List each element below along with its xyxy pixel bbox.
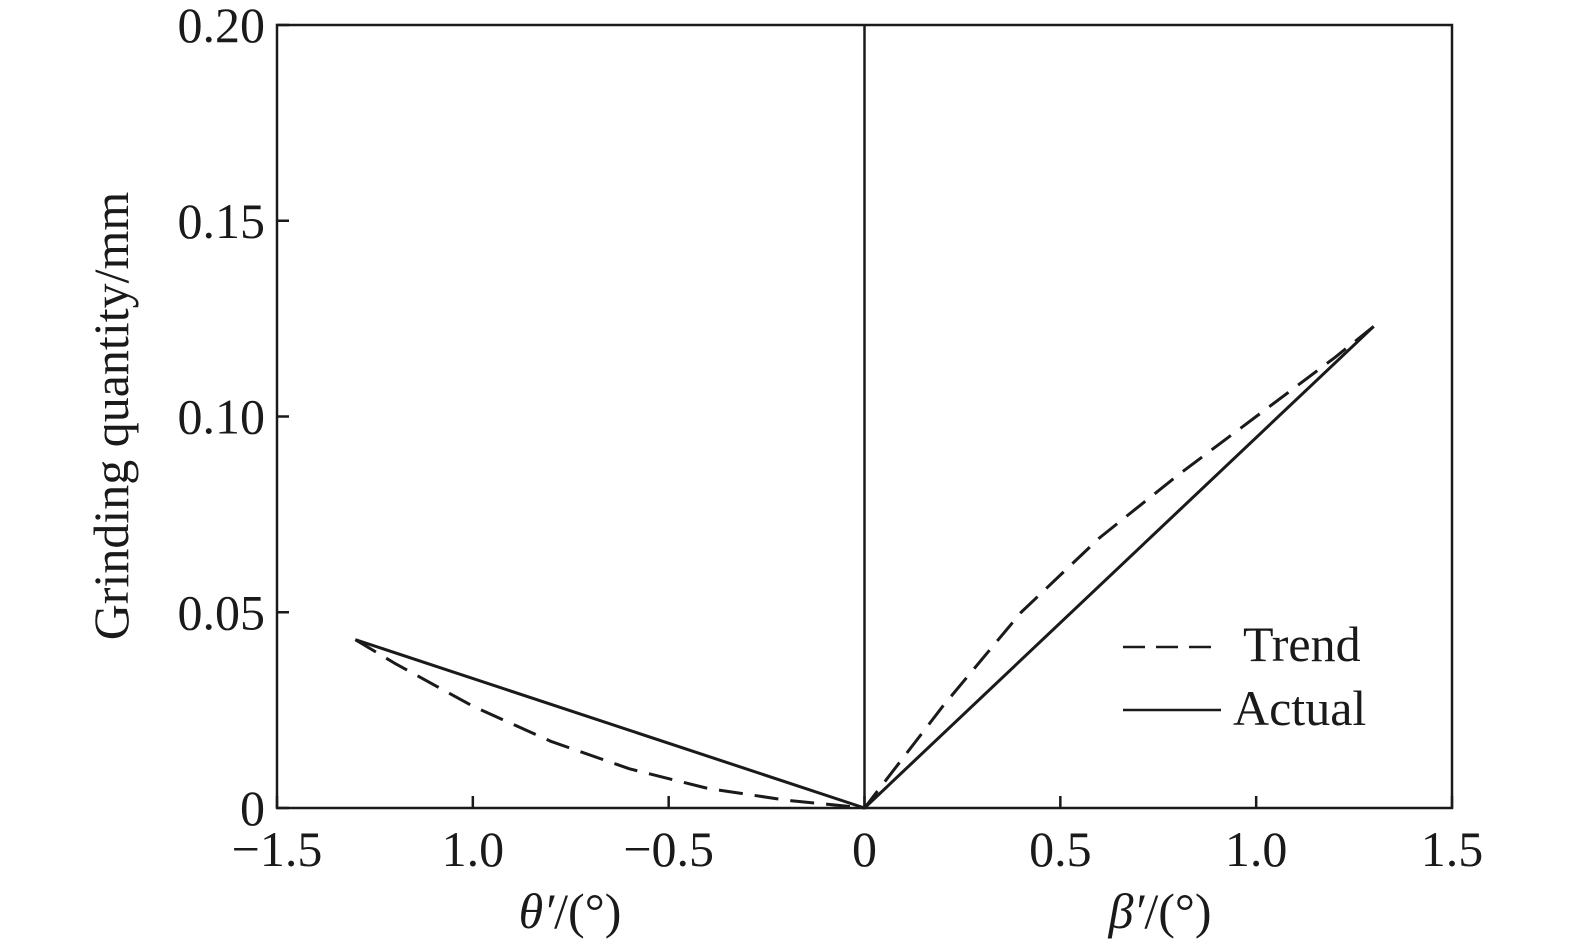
x-axis-title-left-symbol: θ′ bbox=[519, 883, 556, 939]
x-axis-title-right: β′/(°) bbox=[1107, 883, 1211, 939]
x-tick-label: −0.5 bbox=[623, 821, 714, 877]
y-tick-label: 0.05 bbox=[178, 584, 266, 640]
y-tick-label: 0.15 bbox=[178, 193, 266, 249]
x-tick-label: 0 bbox=[852, 821, 877, 877]
x-axis-title-left: θ′/(°) bbox=[519, 883, 622, 939]
series-line-actual bbox=[354, 325, 1375, 810]
x-axis-title-right-unit: /(°) bbox=[1144, 883, 1211, 939]
y-axis-ticks: 0 0.05 0.10 0.15 0.20 bbox=[178, 0, 289, 836]
y-tick-label: 0.20 bbox=[178, 0, 266, 53]
legend: Trend Actual bbox=[1123, 616, 1366, 736]
y-tick-label: 0.10 bbox=[178, 389, 266, 445]
x-tick-label: 1.0 bbox=[442, 821, 505, 877]
y-tick-label: 0 bbox=[240, 780, 265, 836]
x-tick-label: 1.0 bbox=[1225, 821, 1288, 877]
x-tick-label: −1.5 bbox=[232, 821, 323, 877]
x-tick-label: 0.5 bbox=[1029, 821, 1092, 877]
legend-label-trend: Trend bbox=[1243, 616, 1361, 672]
x-tick-label: 1.5 bbox=[1421, 821, 1484, 877]
x-axis-title-left-unit: /(°) bbox=[554, 883, 621, 939]
series-lines bbox=[354, 325, 1375, 810]
legend-label-actual: Actual bbox=[1233, 680, 1366, 736]
x-axis-title-right-symbol: β′ bbox=[1107, 883, 1145, 939]
y-axis-title: Grinding quantity/mm bbox=[83, 192, 139, 641]
x-axis-ticks: −1.5 1.0 −0.5 0 0.5 1.0 1.5 bbox=[232, 796, 1484, 877]
